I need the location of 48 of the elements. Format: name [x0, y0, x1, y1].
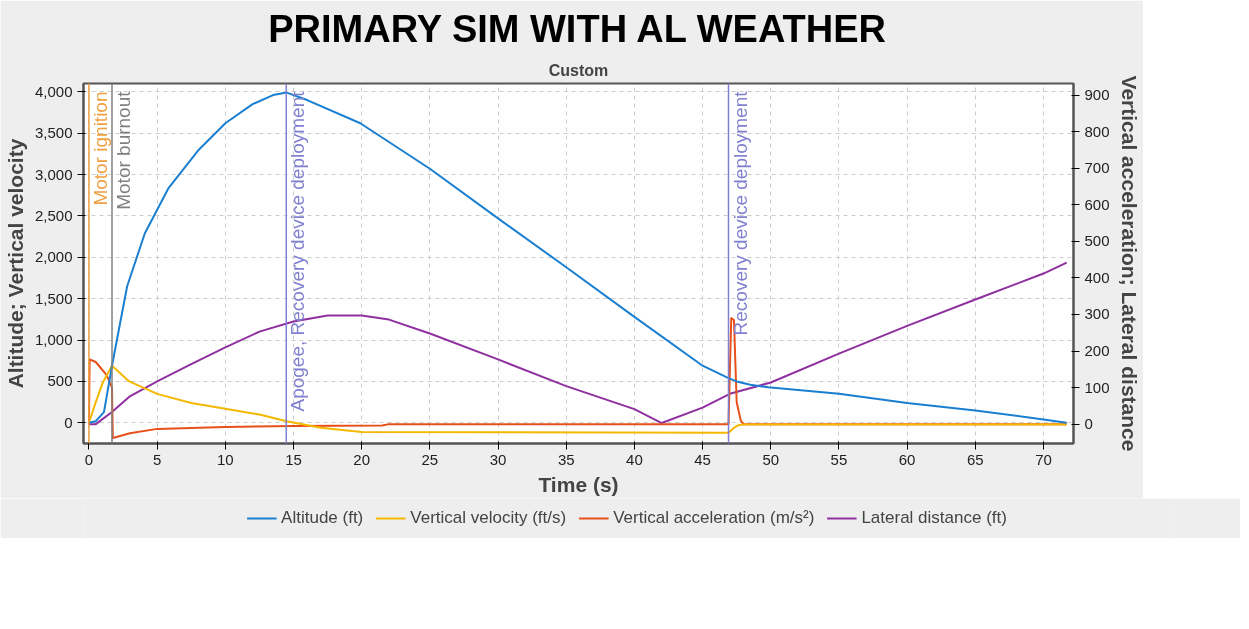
y-tick-label: 500: [47, 372, 73, 390]
x-tick-label: 45: [694, 450, 711, 468]
ref-line-label: Recovery device deployment: [729, 90, 751, 336]
chart-subtitle: Custom: [548, 61, 609, 79]
legend-label: Altitude (ft): [281, 508, 364, 528]
x-tick-label: 10: [216, 450, 234, 468]
legend-label: Lateral distance (ft): [861, 508, 1007, 528]
y-tick-label: 0: [64, 413, 73, 431]
y2-tick-label: 900: [1084, 86, 1110, 104]
y2-tick-label: 200: [1084, 342, 1110, 360]
y2-tick-label: 100: [1084, 378, 1110, 396]
y-tick-label: 1,000: [34, 331, 73, 349]
y-tick-label: 3,500: [34, 124, 73, 142]
x-tick-label: 55: [830, 450, 848, 468]
y-tick-label: 2,000: [34, 248, 73, 266]
chart-title: PRIMARY SIM WITH AL WEATHER: [268, 7, 887, 50]
y-tick-label: 3,000: [34, 165, 73, 183]
y2-tick-label: 300: [1084, 305, 1110, 323]
ref-line-label: Motor ignition: [89, 91, 111, 206]
y2-tick-label: 500: [1084, 232, 1110, 250]
x-tick-label: 70: [1035, 450, 1052, 468]
x-tick-label: 30: [489, 450, 507, 468]
legend-label: Vertical velocity (ft/s): [410, 508, 567, 528]
x-tick-label: 60: [898, 450, 916, 468]
x-tick-label: 40: [626, 450, 643, 468]
x-tick-label: 0: [84, 450, 94, 468]
ref-line-label: Apogee, Recovery device deployment: [287, 90, 309, 412]
x-tick-label: 65: [966, 450, 984, 468]
y2-tick-label: 600: [1084, 195, 1110, 213]
x-tick-label: 20: [353, 450, 371, 468]
y-tick-label: 1,500: [34, 289, 73, 307]
y-tick-label: 2,500: [34, 206, 73, 224]
y2-tick-label: 0: [1084, 415, 1093, 433]
x-tick-label: 25: [421, 450, 439, 468]
legend-label: Vertical acceleration (m/s²): [613, 508, 815, 528]
y2-tick-label: 700: [1084, 159, 1110, 177]
x-tick-label: 15: [285, 450, 302, 468]
ref-line-label: Motor burnout: [113, 90, 134, 210]
y2-tick-label: 800: [1084, 122, 1110, 140]
x-tick-label: 50: [762, 450, 780, 468]
x-tick-label: 35: [557, 450, 575, 468]
y-tick-label: 4,000: [34, 82, 73, 100]
line-series: [87, 91, 1068, 424]
x-axis-title: Time (s): [538, 472, 619, 496]
y-axis-title: Altitude; Vertical velocity: [3, 138, 27, 389]
y2-tick-label: 400: [1084, 268, 1110, 286]
y2-axis-title: Vertical acceleration; Lateral distance: [1117, 75, 1141, 452]
x-tick-label: 5: [152, 450, 162, 468]
